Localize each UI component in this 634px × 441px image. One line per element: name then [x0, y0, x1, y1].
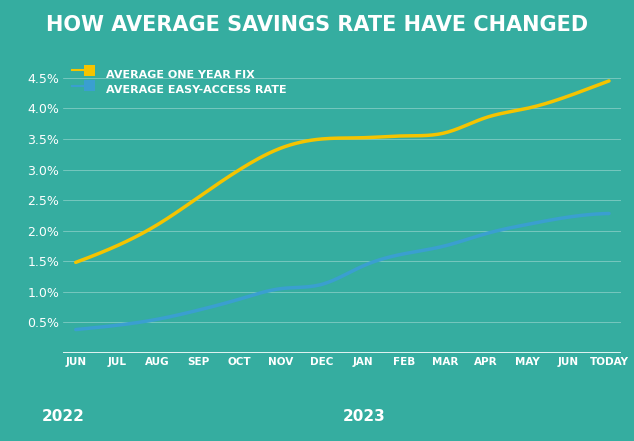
Text: 2022: 2022	[42, 409, 85, 424]
Text: HOW AVERAGE SAVINGS RATE HAVE CHANGED: HOW AVERAGE SAVINGS RATE HAVE CHANGED	[46, 15, 588, 35]
Legend: AVERAGE ONE YEAR FIX, AVERAGE EASY-ACCESS RATE: AVERAGE ONE YEAR FIX, AVERAGE EASY-ACCES…	[69, 65, 290, 98]
Text: 2023: 2023	[342, 409, 385, 424]
